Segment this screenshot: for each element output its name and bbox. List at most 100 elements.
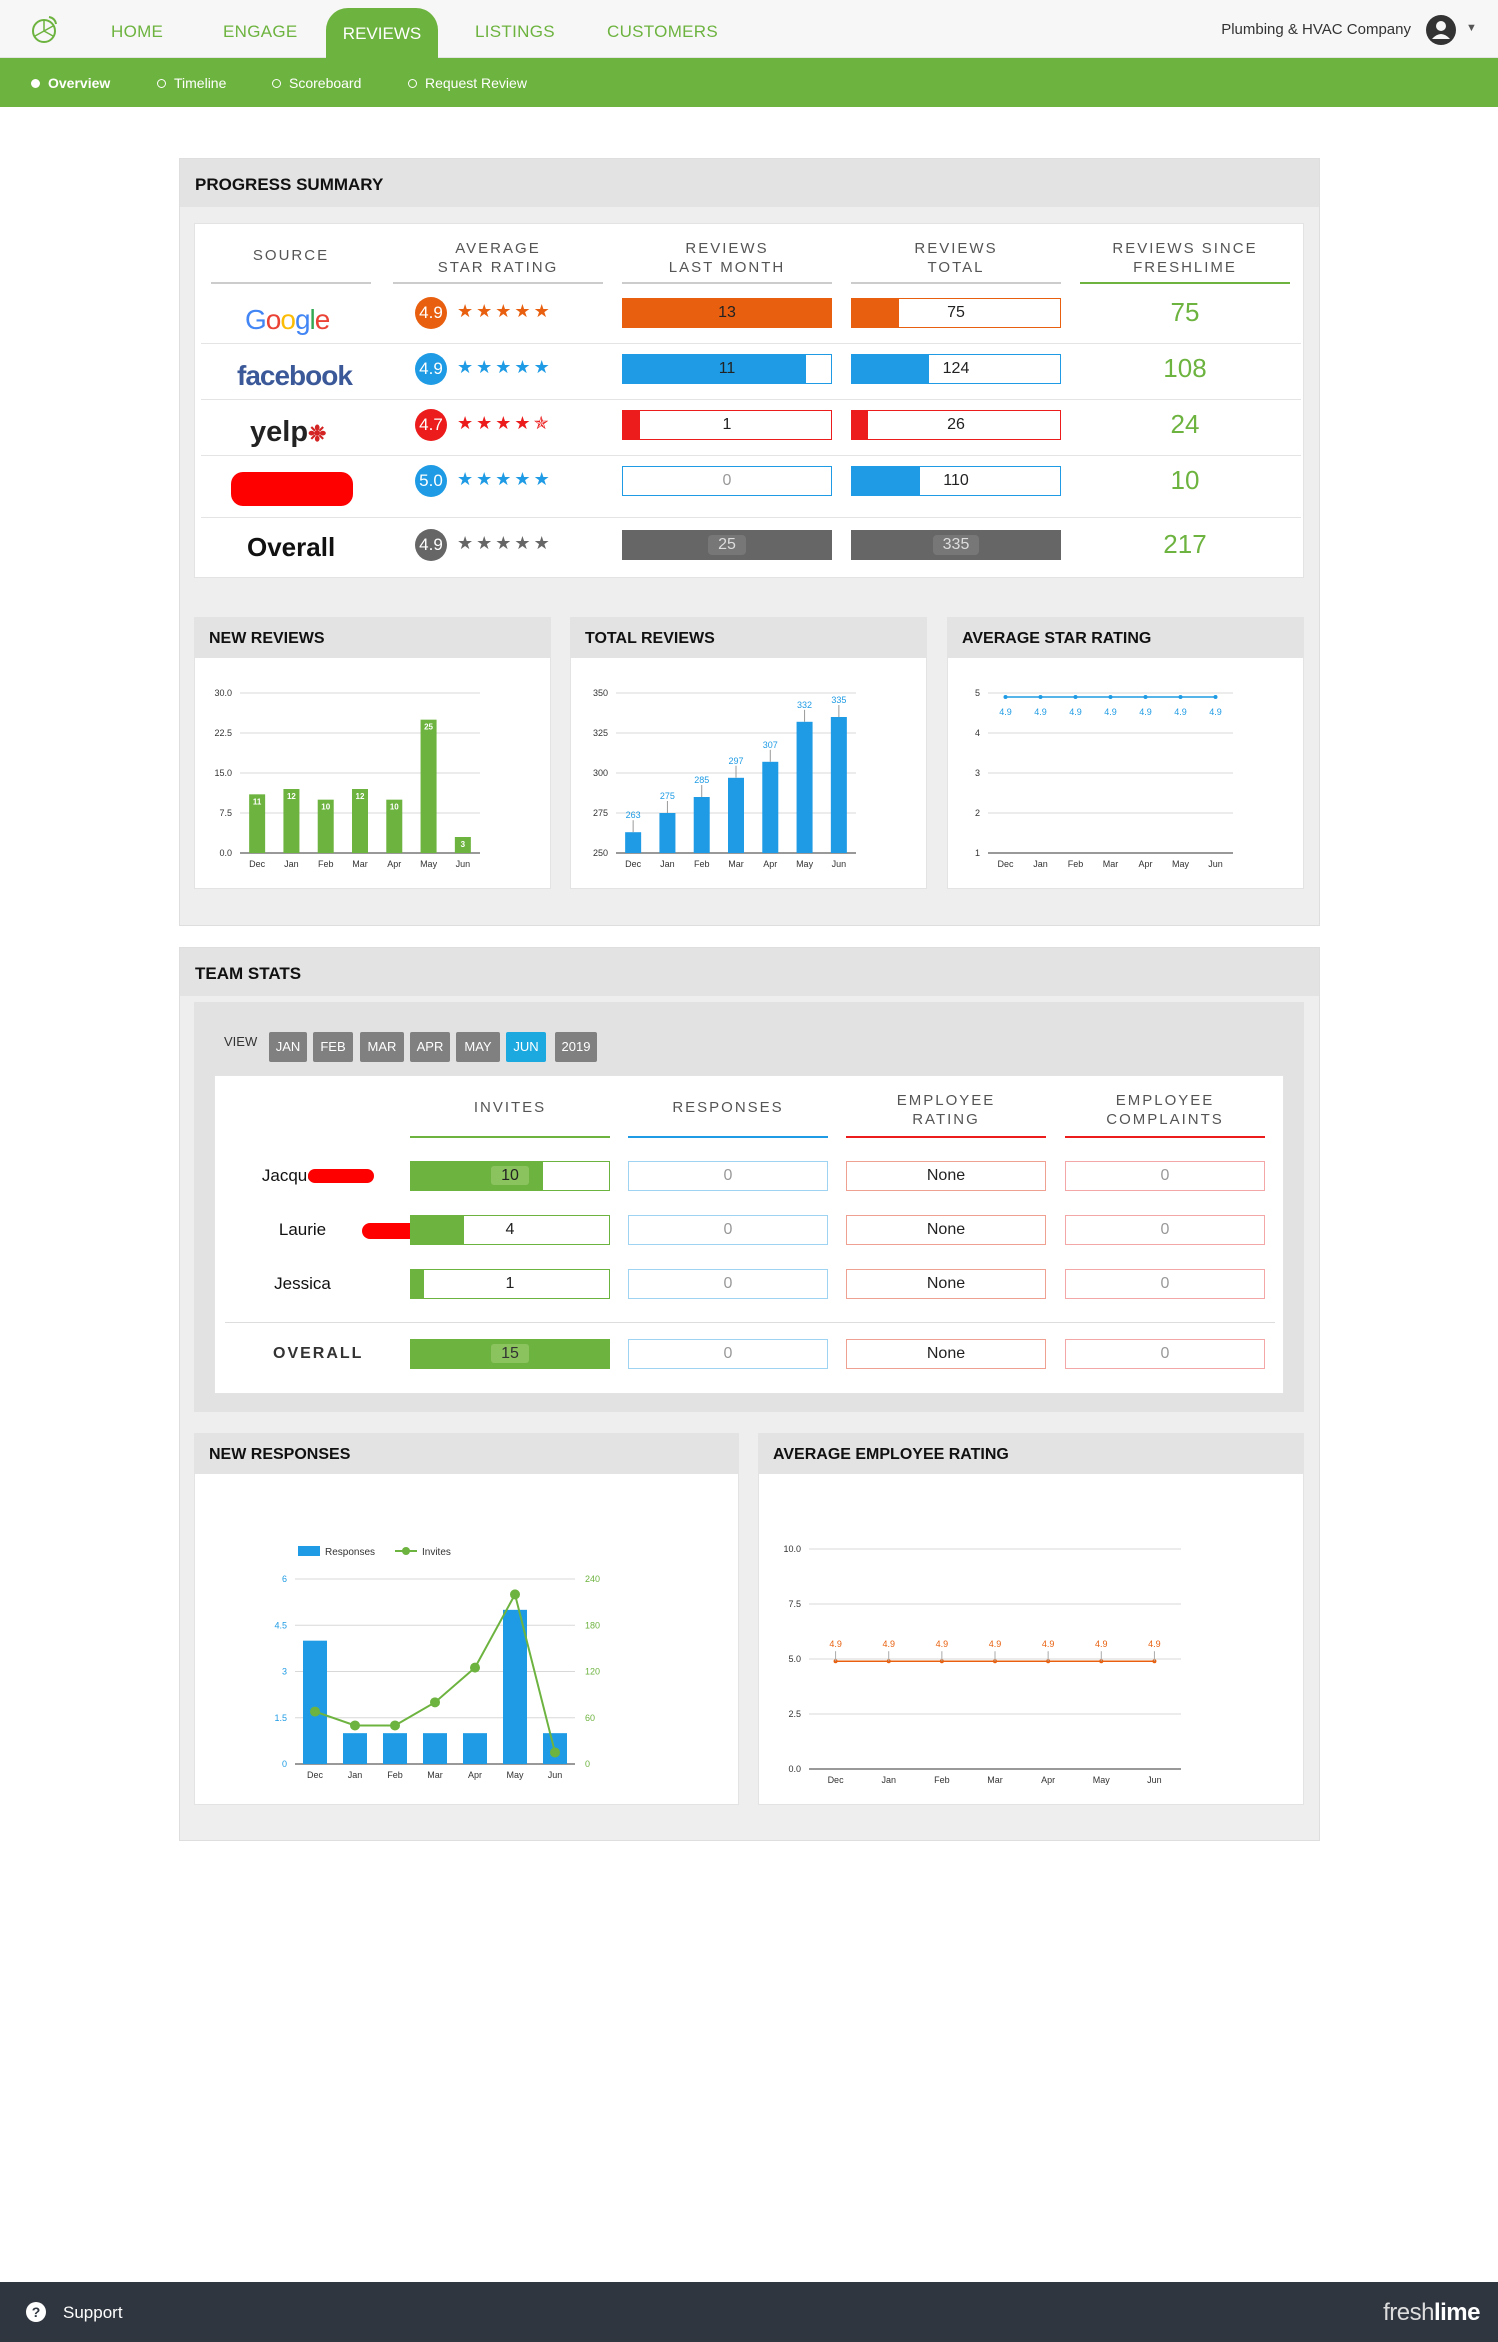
employee-name: OVERALL bbox=[273, 1345, 364, 1362]
help-icon[interactable]: ? bbox=[25, 2301, 47, 2323]
bar-fill bbox=[623, 411, 640, 439]
month-button-jun[interactable]: JUN bbox=[506, 1032, 546, 1062]
x-tick-label: Jan bbox=[348, 1770, 363, 1780]
subnav-scoreboard[interactable]: Scoreboard bbox=[272, 75, 361, 91]
month-button-2019[interactable]: 2019 bbox=[555, 1032, 597, 1062]
total-bar: 75 bbox=[851, 298, 1061, 328]
point-data-label: 4.9 bbox=[1139, 707, 1152, 717]
rating-badge: 4.9 bbox=[415, 297, 447, 329]
star-rating-icon: ★★★★★ bbox=[457, 357, 553, 378]
col-underline bbox=[1080, 282, 1290, 284]
bar-fill bbox=[623, 299, 831, 327]
chevron-down-icon[interactable]: ▼ bbox=[1466, 22, 1477, 34]
x-tick-label: Dec bbox=[828, 1775, 845, 1785]
nav-tab-customers[interactable]: CUSTOMERS bbox=[607, 22, 719, 41]
nav-tab-reviews[interactable]: REVIEWS bbox=[326, 8, 438, 58]
company-name[interactable]: Plumbing & HVAC Company bbox=[1221, 21, 1411, 38]
bar-fill bbox=[852, 299, 899, 327]
bar-data-label: 12 bbox=[356, 792, 365, 801]
star-icon: ★ bbox=[457, 533, 477, 553]
star-icon: ★ bbox=[476, 533, 496, 553]
freshlime-logo-icon[interactable] bbox=[28, 14, 60, 46]
point-data-label: 4.9 bbox=[936, 1639, 949, 1649]
subnav-timeline[interactable]: Timeline bbox=[157, 75, 226, 91]
bar bbox=[423, 1733, 447, 1764]
x-tick-label: May bbox=[1172, 859, 1190, 869]
support-link[interactable]: Support bbox=[63, 2303, 123, 2322]
bar-data-label: 275 bbox=[660, 791, 675, 801]
bar bbox=[303, 1640, 327, 1764]
y-tick-label: 22.5 bbox=[214, 728, 232, 738]
month-button-jan[interactable]: JAN bbox=[269, 1032, 307, 1062]
x-tick-label: Feb bbox=[1068, 859, 1084, 869]
card-title: AVERAGE STAR RATING bbox=[948, 618, 1303, 658]
rating-badge: 5.0 bbox=[415, 465, 447, 497]
star-rating-icon: ★★★★★ bbox=[457, 301, 553, 322]
nav-tab-engage[interactable]: ENGAGE bbox=[223, 22, 298, 41]
star-icon: ★ bbox=[514, 469, 534, 489]
subnav-request-review[interactable]: Request Review bbox=[408, 75, 527, 91]
star-icon: ★ bbox=[514, 357, 534, 377]
month-button-may[interactable]: MAY bbox=[456, 1032, 500, 1062]
col-source: SOURCE bbox=[252, 247, 330, 264]
reviews-since-value: 10 bbox=[1170, 465, 1200, 495]
bar-value: 1 bbox=[722, 416, 732, 433]
yelp-logo: yelp❉ bbox=[250, 416, 326, 449]
last-month-bar: 11 bbox=[622, 354, 832, 384]
subnav-label: Overview bbox=[48, 75, 111, 91]
col-text: EMPLOYEE bbox=[896, 1092, 996, 1109]
bar bbox=[762, 761, 779, 853]
bar-data-label: 297 bbox=[728, 756, 743, 766]
star-icon: ★ bbox=[533, 301, 553, 321]
redacted-surname bbox=[308, 1169, 374, 1183]
top-nav: HOME ENGAGE REVIEWS LISTINGS CUSTOMERS P… bbox=[0, 0, 1498, 58]
card-title: NEW REVIEWS bbox=[195, 618, 550, 658]
star-icon: ★ bbox=[495, 301, 515, 321]
x-tick-label: May bbox=[506, 1770, 524, 1780]
new-responses-chart: 0 1.5 3 4.5 6 Dec Jan Feb Mar Apr May Jun 0 60 120 180 2… bbox=[274, 1546, 600, 1780]
bar-data-label: 332 bbox=[797, 700, 812, 710]
month-button-mar[interactable]: MAR bbox=[360, 1032, 404, 1062]
col-avg-rating: AVERAGE STAR RATING bbox=[393, 239, 603, 277]
data-point bbox=[1143, 695, 1148, 699]
bar bbox=[283, 789, 300, 853]
star-icon: ★ bbox=[457, 413, 477, 433]
total-bar: 26 bbox=[851, 410, 1061, 440]
view-label: VIEW bbox=[224, 1034, 258, 1049]
invites-bar: 4 bbox=[410, 1215, 610, 1245]
bar-data-label: 3 bbox=[461, 840, 466, 849]
point-data-label: 4.9 bbox=[882, 1639, 895, 1649]
google-logo: Google bbox=[245, 304, 330, 335]
bar bbox=[728, 777, 744, 853]
reviews-since-value: 108 bbox=[1163, 353, 1207, 383]
subnav-overview[interactable]: Overview bbox=[31, 75, 110, 91]
y-tick-label: 7.5 bbox=[219, 808, 232, 818]
avg-employee-rating-chart: 0.0 2.5 5.0 7.5 10.0 Dec Jan Feb Mar Apr May Jun 4.9… bbox=[783, 1544, 1181, 1785]
account-avatar-icon[interactable] bbox=[1425, 14, 1457, 46]
reviews-since-value: 24 bbox=[1170, 409, 1200, 439]
y-tick-label: 2 bbox=[975, 808, 980, 818]
x-tick-label: May bbox=[1093, 1775, 1111, 1785]
star-icon: ★ bbox=[457, 469, 477, 489]
y2-tick-label: 120 bbox=[585, 1667, 600, 1677]
point-data-label: 4.9 bbox=[1069, 707, 1082, 717]
rating-badge: 4.9 bbox=[415, 353, 447, 385]
month-button-apr[interactable]: APR bbox=[410, 1032, 450, 1062]
col-text: STAR RATING bbox=[437, 259, 559, 276]
yelp-wordmark: yelp bbox=[250, 416, 309, 448]
bar-value-chip: 25 bbox=[708, 535, 746, 555]
y-tick-label: 30.0 bbox=[214, 688, 232, 698]
month-button-feb[interactable]: FEB bbox=[313, 1032, 353, 1062]
x-tick-label: Feb bbox=[934, 1775, 950, 1785]
avg-employee-rating-card: AVERAGE EMPLOYEE RATING 0.0 2.5 5.0 7.5 10.0… bbox=[758, 1433, 1304, 1805]
nav-tab-listings[interactable]: LISTINGS bbox=[475, 22, 555, 41]
nav-tab-home[interactable]: HOME bbox=[111, 22, 164, 41]
avg-star-rating-card: AVERAGE STAR RATING 1 2 3 4 5 Dec Jan Feb Mar Apr… bbox=[947, 617, 1304, 889]
col-responses: RESPONSES bbox=[672, 1099, 784, 1116]
total-reviews-chart: 250 275 300 325 350 Dec Jan Feb Mar Apr May Jun 263 2… bbox=[593, 688, 856, 869]
x-tick-label: May bbox=[420, 859, 438, 869]
star-icon: ★ bbox=[514, 301, 534, 321]
total-bar: 335 bbox=[851, 530, 1061, 560]
bar bbox=[454, 837, 471, 853]
row-divider bbox=[201, 455, 1301, 456]
